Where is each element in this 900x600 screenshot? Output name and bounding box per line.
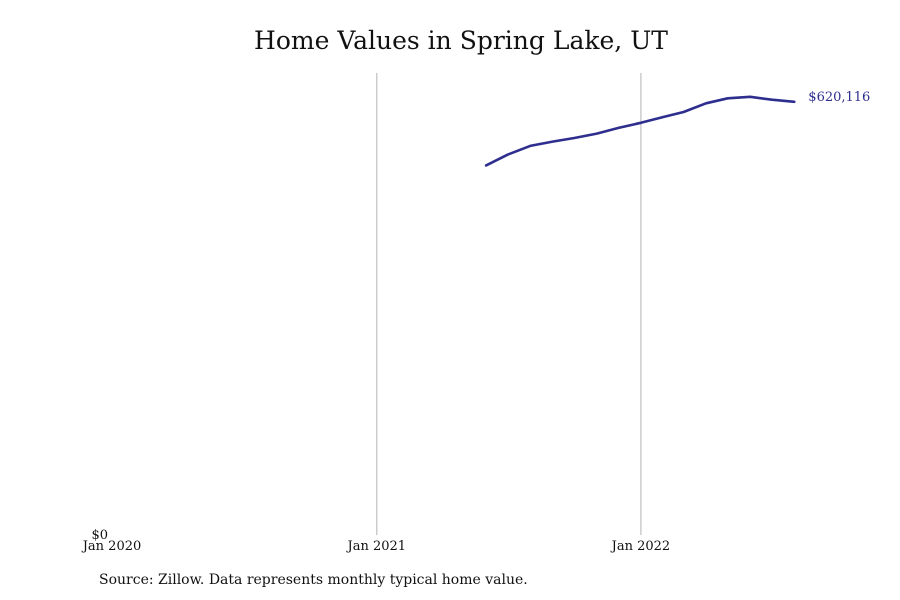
end-value-label: $620,116 (808, 90, 870, 105)
x-tick-label: Jan 2022 (610, 539, 671, 554)
source-note: Source: Zillow. Data represents monthly … (99, 572, 528, 588)
x-tick-label: Jan 2020 (81, 539, 142, 554)
chart-title: Home Values in Spring Lake, UT (254, 26, 668, 55)
x-tick-label: Jan 2021 (346, 539, 407, 554)
series-line (484, 95, 796, 167)
series-group (484, 95, 796, 167)
y-tick-label: $0 (91, 528, 108, 543)
gridlines (376, 73, 642, 535)
axis-ticks: Jan 2020 Jan 2021 Jan 2022 $0 (81, 528, 670, 554)
data-labels: $620,116 (808, 90, 870, 105)
